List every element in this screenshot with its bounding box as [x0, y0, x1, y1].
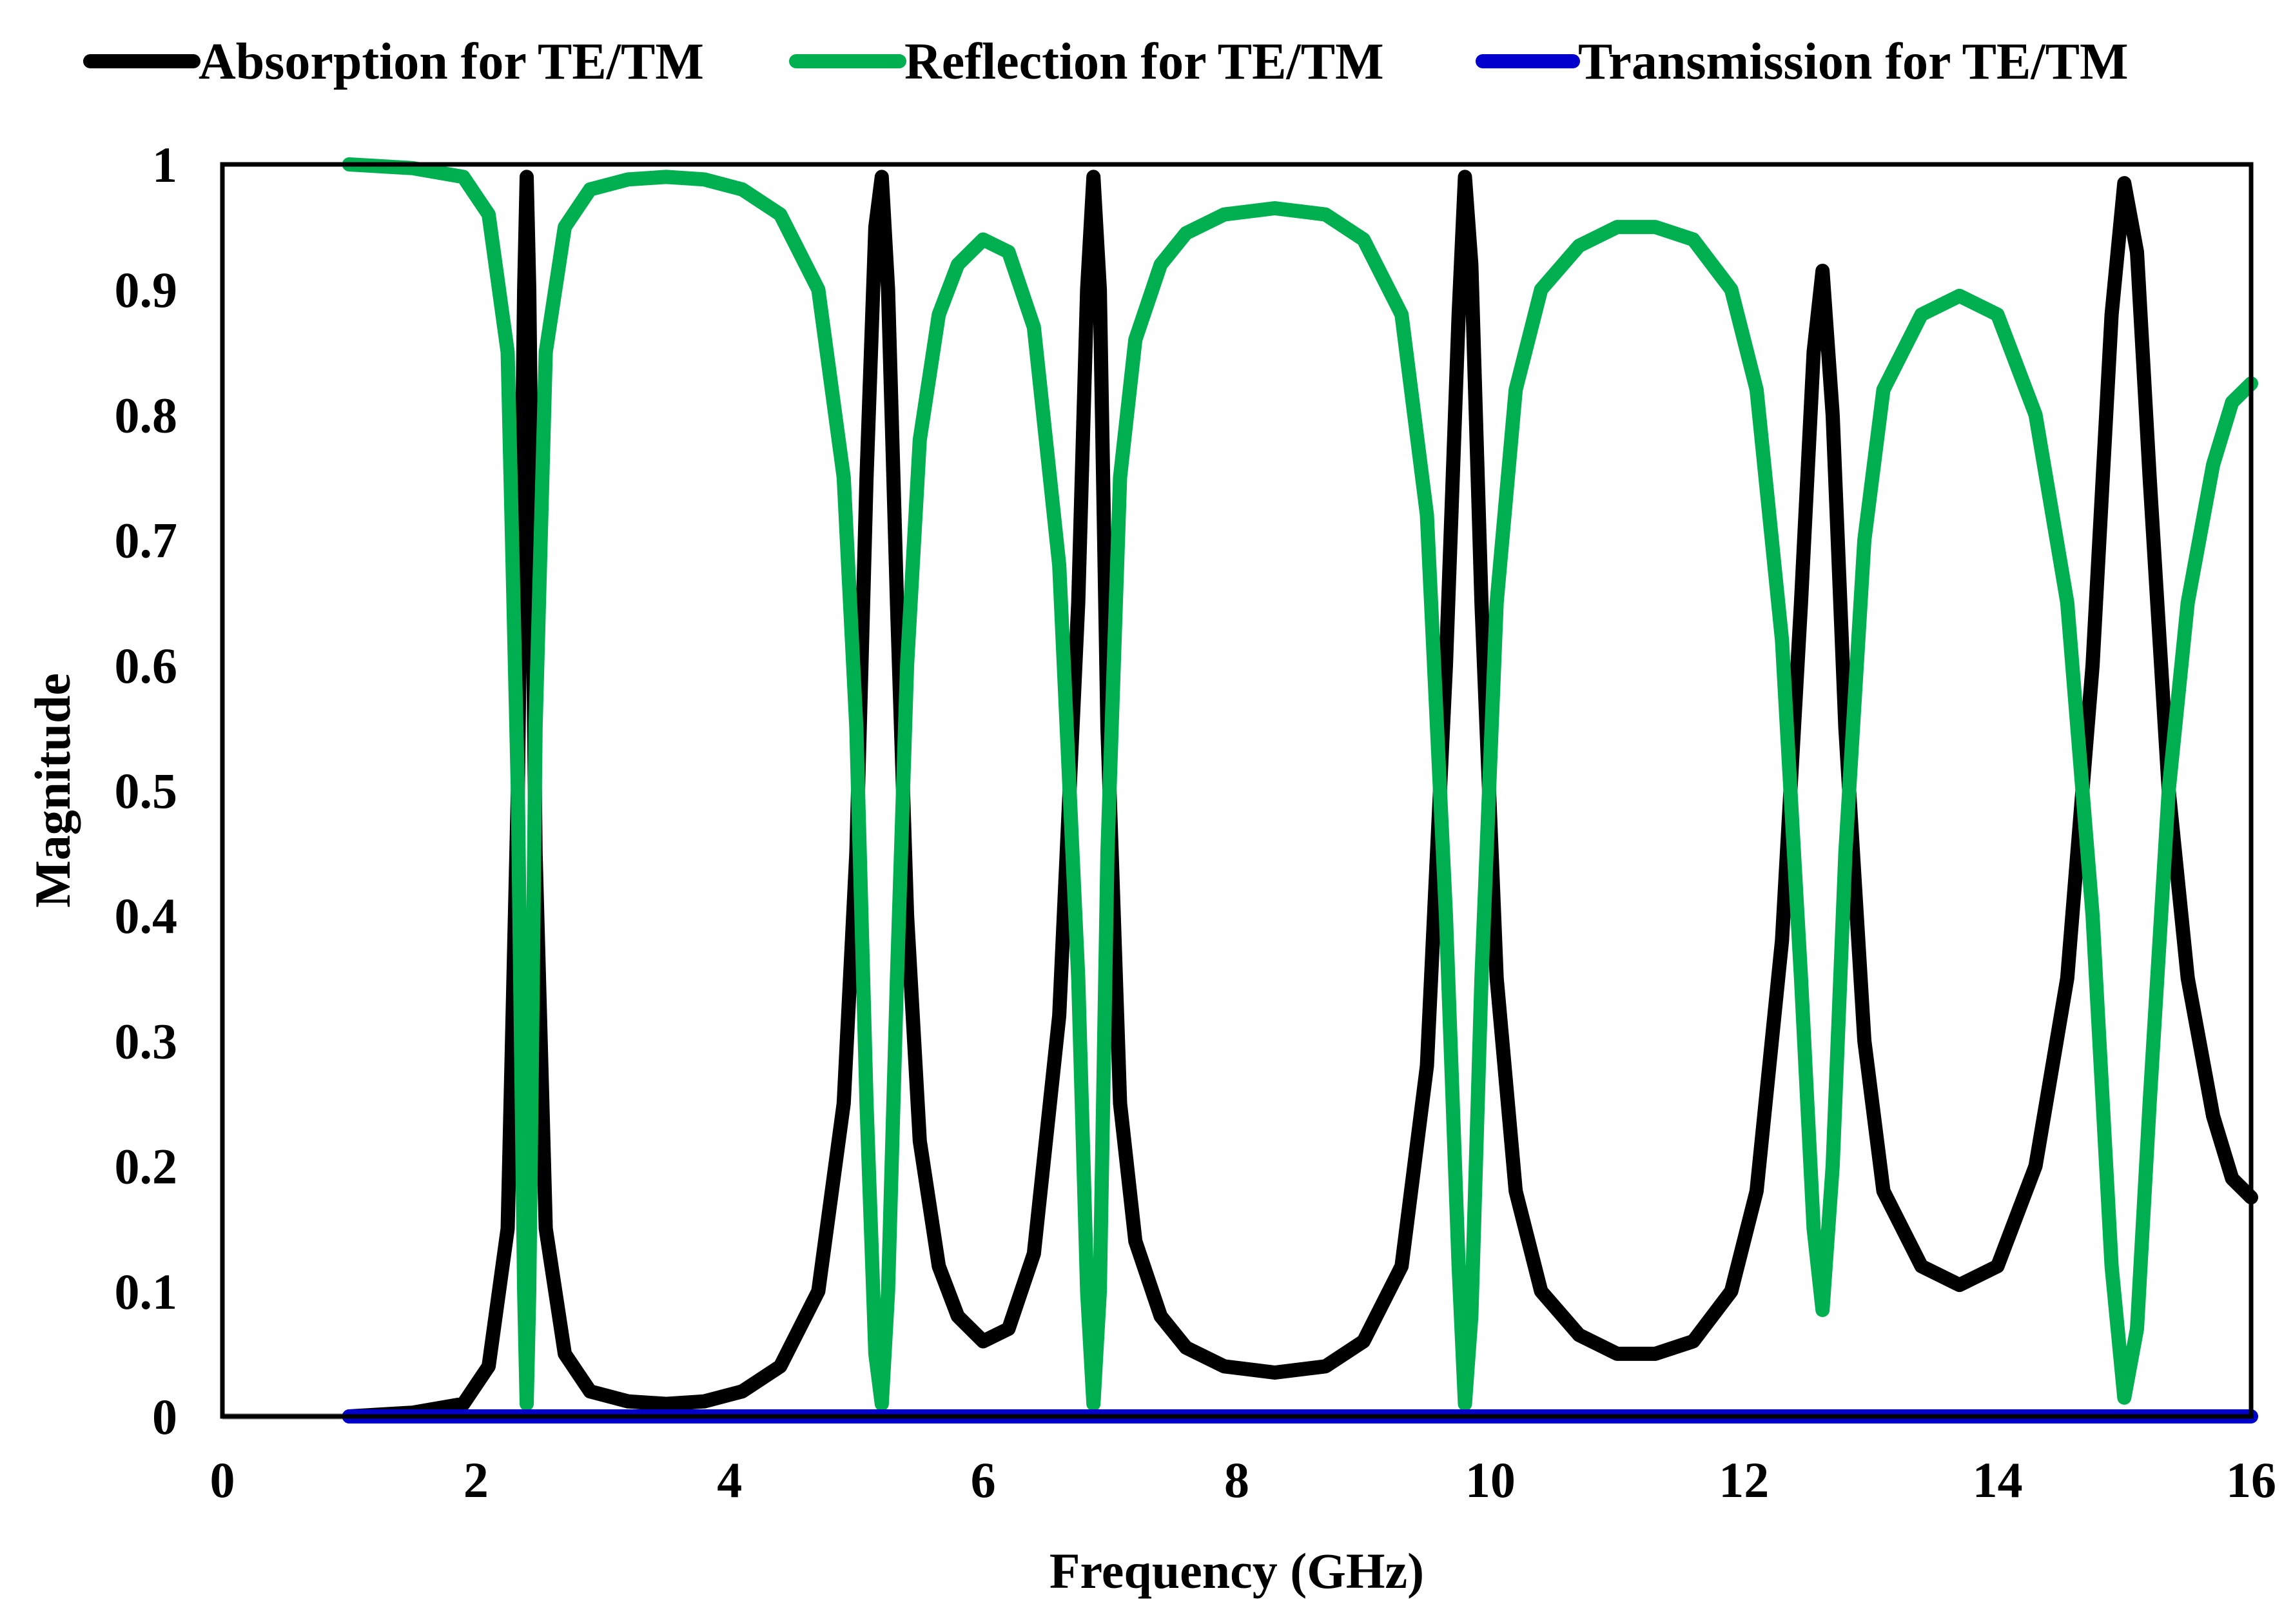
- y-tick-label: 0.5: [115, 763, 178, 819]
- y-tick-label: 0.4: [115, 888, 178, 944]
- x-tick-label: 14: [1973, 1452, 2023, 1508]
- x-axis-label: Frequency (GHz): [1049, 1543, 1424, 1599]
- legend-label-reflection-for-te-tm: Reflection for TE/TM: [904, 34, 1384, 90]
- series-line-absorption-for-te-tm: [342, 170, 2258, 1423]
- legend-label-absorption-for-te-tm: Absorption for TE/TM: [199, 34, 704, 90]
- legend: Absorption for TE/TM Reflection for TE/TM…: [83, 34, 2128, 90]
- x-tick-label: 4: [717, 1452, 742, 1508]
- y-tick-label: 0.9: [115, 262, 178, 318]
- y-tick-label: 0.2: [115, 1139, 178, 1195]
- x-tick-label: 0: [210, 1452, 235, 1508]
- y-tick-label: 0.6: [115, 638, 178, 694]
- plot-frame: [220, 162, 2254, 1419]
- x-tick-label: 12: [1719, 1452, 1769, 1508]
- y-tick-label: 0: [152, 1389, 177, 1445]
- x-tick-label: 16: [2226, 1452, 2276, 1508]
- x-tick-label: 8: [1224, 1452, 1249, 1508]
- x-tick-label: 10: [1465, 1452, 1516, 1508]
- x-tick-label: 6: [971, 1452, 996, 1508]
- legend-label-transmission-for-te-tm: Transmission for TE/TM: [1578, 34, 2128, 90]
- x-tick-label: 2: [463, 1452, 489, 1508]
- y-tick-label: 0.1: [115, 1264, 178, 1320]
- series-line-reflection-for-te-tm: [342, 157, 2258, 1411]
- y-tick-label: 0.8: [115, 387, 178, 443]
- y-axis-ticks: 0 0.1 0.2 0.3 0.4 0.5 0.6 0.7 0.8 0.9 1: [115, 137, 178, 1445]
- y-tick-label: 0.7: [115, 513, 178, 569]
- plot-area: [222, 157, 2258, 1423]
- y-tick-label: 1: [152, 137, 177, 193]
- y-tick-label: 0.3: [115, 1013, 178, 1069]
- x-axis-ticks: 0 2 4 6 8 10 12 14 16: [210, 1452, 2277, 1508]
- y-axis-label: Magnitude: [24, 673, 81, 908]
